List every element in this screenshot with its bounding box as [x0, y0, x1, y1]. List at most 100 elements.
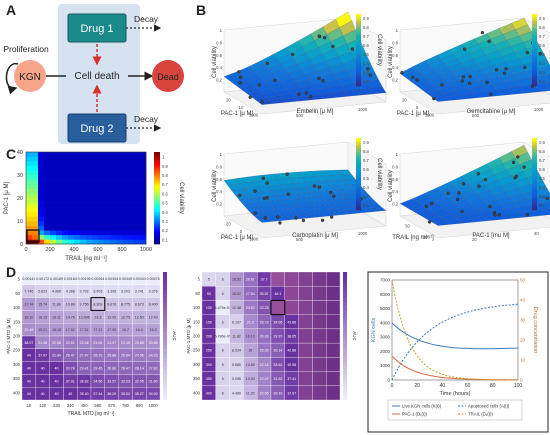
colorbar-tick: 0.7 [363, 158, 369, 163]
y-tick-left: 2000 [380, 349, 391, 354]
colorbar-tick: 0.8 [363, 149, 369, 154]
observation-point [538, 51, 542, 56]
table-cell-value: 14.76 [66, 315, 75, 319]
heatmap-cell [134, 156, 141, 162]
table-cell-value: 3.702 [80, 290, 89, 294]
table-cell-value: 250 [206, 349, 212, 353]
table-cell-value: 21.3 [247, 320, 254, 324]
z-tick: 0.2 [392, 202, 398, 207]
colorbar-cell [532, 50, 537, 53]
y-tick: 1000 [534, 107, 544, 112]
heatmap-cell [38, 152, 45, 157]
colorbar-cell [343, 276, 347, 281]
y-tick-left: 1000 [380, 363, 391, 368]
observation-point [278, 221, 282, 225]
heatmap-cell [32, 216, 39, 222]
z-tick: 0.6 [216, 53, 222, 58]
colorbar-cell [163, 314, 167, 320]
table-cell [312, 271, 327, 287]
heatmap-cell [80, 230, 87, 236]
observation-point [483, 178, 488, 182]
colorbar-cell [163, 382, 167, 388]
heatmap-cell [32, 184, 39, 190]
heatmap-cell [62, 198, 69, 203]
heatmap-cell [44, 193, 51, 199]
heatmap-cell [56, 216, 63, 222]
colorbar-cell [532, 46, 537, 49]
heatmap-cell [32, 156, 39, 162]
observation-point [285, 172, 289, 176]
heatmap-cell [80, 211, 87, 217]
table-cell-value: 22.47 [260, 377, 269, 381]
heatmap-cell [104, 156, 111, 162]
table-cell-value: 16.7 [122, 328, 129, 332]
heatmap-cell [74, 198, 81, 203]
table-cell [312, 385, 327, 401]
table-cell [298, 385, 313, 401]
table-cell-value: 35.27 [135, 392, 144, 396]
colorbar-cell [356, 18, 361, 21]
colorbar-cell [154, 204, 160, 208]
y-tick: 200 [193, 334, 201, 339]
colorbar-cell [356, 64, 361, 67]
table-cell-value: 40 [55, 392, 59, 396]
heatmap-cell [32, 225, 39, 231]
colorbar-cell [532, 20, 537, 23]
heatmap-cell [140, 161, 147, 167]
surface-patch [545, 82, 550, 91]
heatmap-cell [86, 216, 93, 222]
dead-label: Dead [157, 72, 179, 82]
observation-point [460, 79, 464, 83]
observation-point [260, 100, 264, 104]
y-tick: 50 [195, 291, 200, 296]
heatmap-cell [50, 207, 57, 213]
x-tick: 400 [69, 247, 78, 253]
heatmap-cell [98, 165, 105, 171]
colorbar-cell [532, 188, 537, 191]
observation-point [294, 216, 298, 220]
colorbar-tick: 1 [162, 155, 165, 160]
colorbar-cell [532, 26, 537, 29]
y-tick: 350 [13, 376, 21, 381]
heatmap-cell [134, 175, 141, 180]
heatmap-cell [128, 221, 135, 226]
colorbar-cell [163, 374, 167, 379]
colorbar-cell [356, 78, 361, 81]
y-axis-label: PAC-1 MTD [μ M] [6, 318, 11, 353]
colorbar-cell [532, 30, 537, 33]
y-axis-label: Embelin [μ M] [297, 109, 334, 115]
heatmap-cell [86, 221, 93, 226]
heatmap-cell [122, 234, 129, 240]
heatmap-cell [68, 234, 75, 240]
y-tick-right: 20 [520, 338, 526, 343]
x-tick: 200 [45, 247, 54, 253]
z-tick: 0.8 [392, 40, 398, 45]
y-axis-label: Gemcitabine [μ M] [467, 109, 516, 115]
heatmap-cell [86, 211, 93, 217]
colorbar-tick: 0.3 [539, 194, 545, 199]
y-axis-label-right: Drug concentration [532, 307, 538, 353]
heatmap-cell [128, 193, 135, 199]
y-tick: 250 [193, 348, 201, 353]
highlight-box [26, 229, 40, 243]
heatmap-cell [38, 161, 45, 167]
colorbar-cell [356, 52, 361, 55]
heatmap-cell [50, 152, 57, 157]
table-cell-value: 7.746 [24, 290, 33, 294]
table-cell-value: 13.696 [79, 315, 90, 319]
y-tick: 400 [13, 390, 21, 395]
heatmap-cell [134, 188, 141, 194]
heatmap-cell [80, 175, 87, 180]
colorbar-cell [356, 54, 361, 57]
heatmap-cell [80, 179, 87, 185]
x-tick: 800 [117, 247, 126, 253]
colorbar-cell [356, 84, 361, 87]
heatmap-cell [62, 202, 69, 208]
heatmap-cell [74, 152, 81, 157]
table-cell-value: 38.82 [80, 379, 89, 383]
heatmap-cell [134, 211, 141, 217]
heatmap-cell [80, 184, 87, 190]
heatmap-cell [110, 239, 117, 245]
heatmap-cell [104, 211, 111, 217]
